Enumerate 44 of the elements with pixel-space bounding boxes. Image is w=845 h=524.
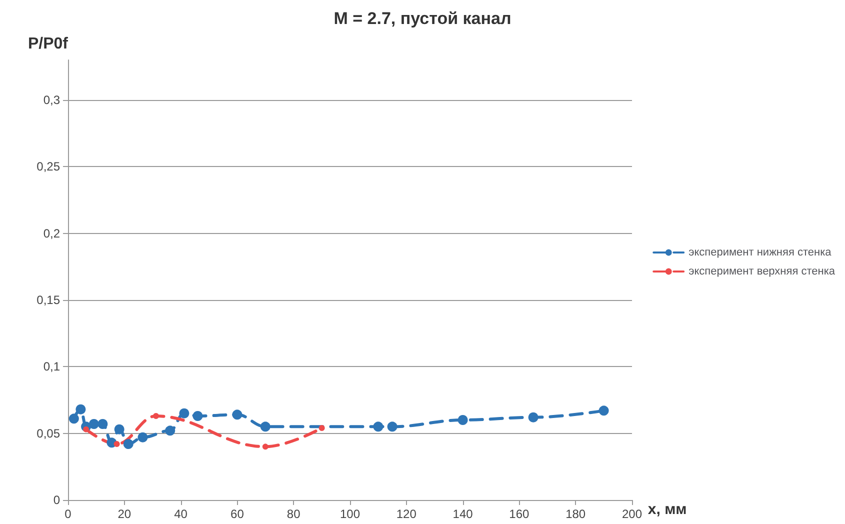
y-tick-label: 0,05	[36, 426, 60, 440]
point	[318, 425, 325, 431]
y-tick-label: 0,15	[36, 293, 60, 307]
point	[152, 413, 159, 419]
point	[88, 419, 99, 429]
y-tick-label: 0,3	[43, 93, 60, 107]
y-tick-label: 0	[53, 493, 60, 507]
x-tick-label: 180	[566, 507, 586, 521]
x-tick-label: 40	[174, 507, 188, 521]
point	[262, 444, 268, 450]
point	[192, 411, 203, 421]
point	[114, 424, 124, 434]
x-tick-label: 120	[396, 507, 417, 521]
point	[387, 422, 398, 432]
point	[98, 419, 108, 429]
x-tick-label: 0	[64, 507, 72, 521]
x-tick-label: 80	[286, 507, 301, 521]
x-axis-title: x, мм	[648, 501, 687, 518]
legend-label: эксперимент верхняя стенка	[688, 266, 836, 278]
point	[138, 432, 148, 442]
y-axis-title: P/P0f	[28, 36, 69, 52]
chart-title: M = 2.7, пустой канал	[334, 9, 512, 28]
point	[68, 414, 79, 424]
point	[179, 408, 190, 418]
x-tick-label: 140	[452, 507, 474, 521]
x-tick-label: 20	[118, 507, 132, 521]
point	[528, 412, 538, 422]
point	[598, 406, 609, 416]
point	[76, 404, 86, 414]
legend-label: эксперимент нижняя стенка	[688, 246, 832, 258]
x-tick-label: 100	[340, 507, 360, 521]
x-tick-label: 60	[230, 507, 244, 521]
point	[114, 441, 120, 447]
point	[165, 426, 176, 436]
point	[458, 415, 468, 425]
y-tick-label: 0,2	[43, 226, 60, 240]
point	[260, 422, 270, 432]
y-tick-label: 0,1	[43, 360, 60, 374]
point	[123, 439, 134, 449]
y-tick-label: 0,25	[36, 160, 60, 174]
x-tick-label: 160	[509, 507, 530, 521]
point	[373, 422, 384, 432]
point	[232, 410, 242, 420]
x-tick-label: 200	[622, 507, 642, 521]
